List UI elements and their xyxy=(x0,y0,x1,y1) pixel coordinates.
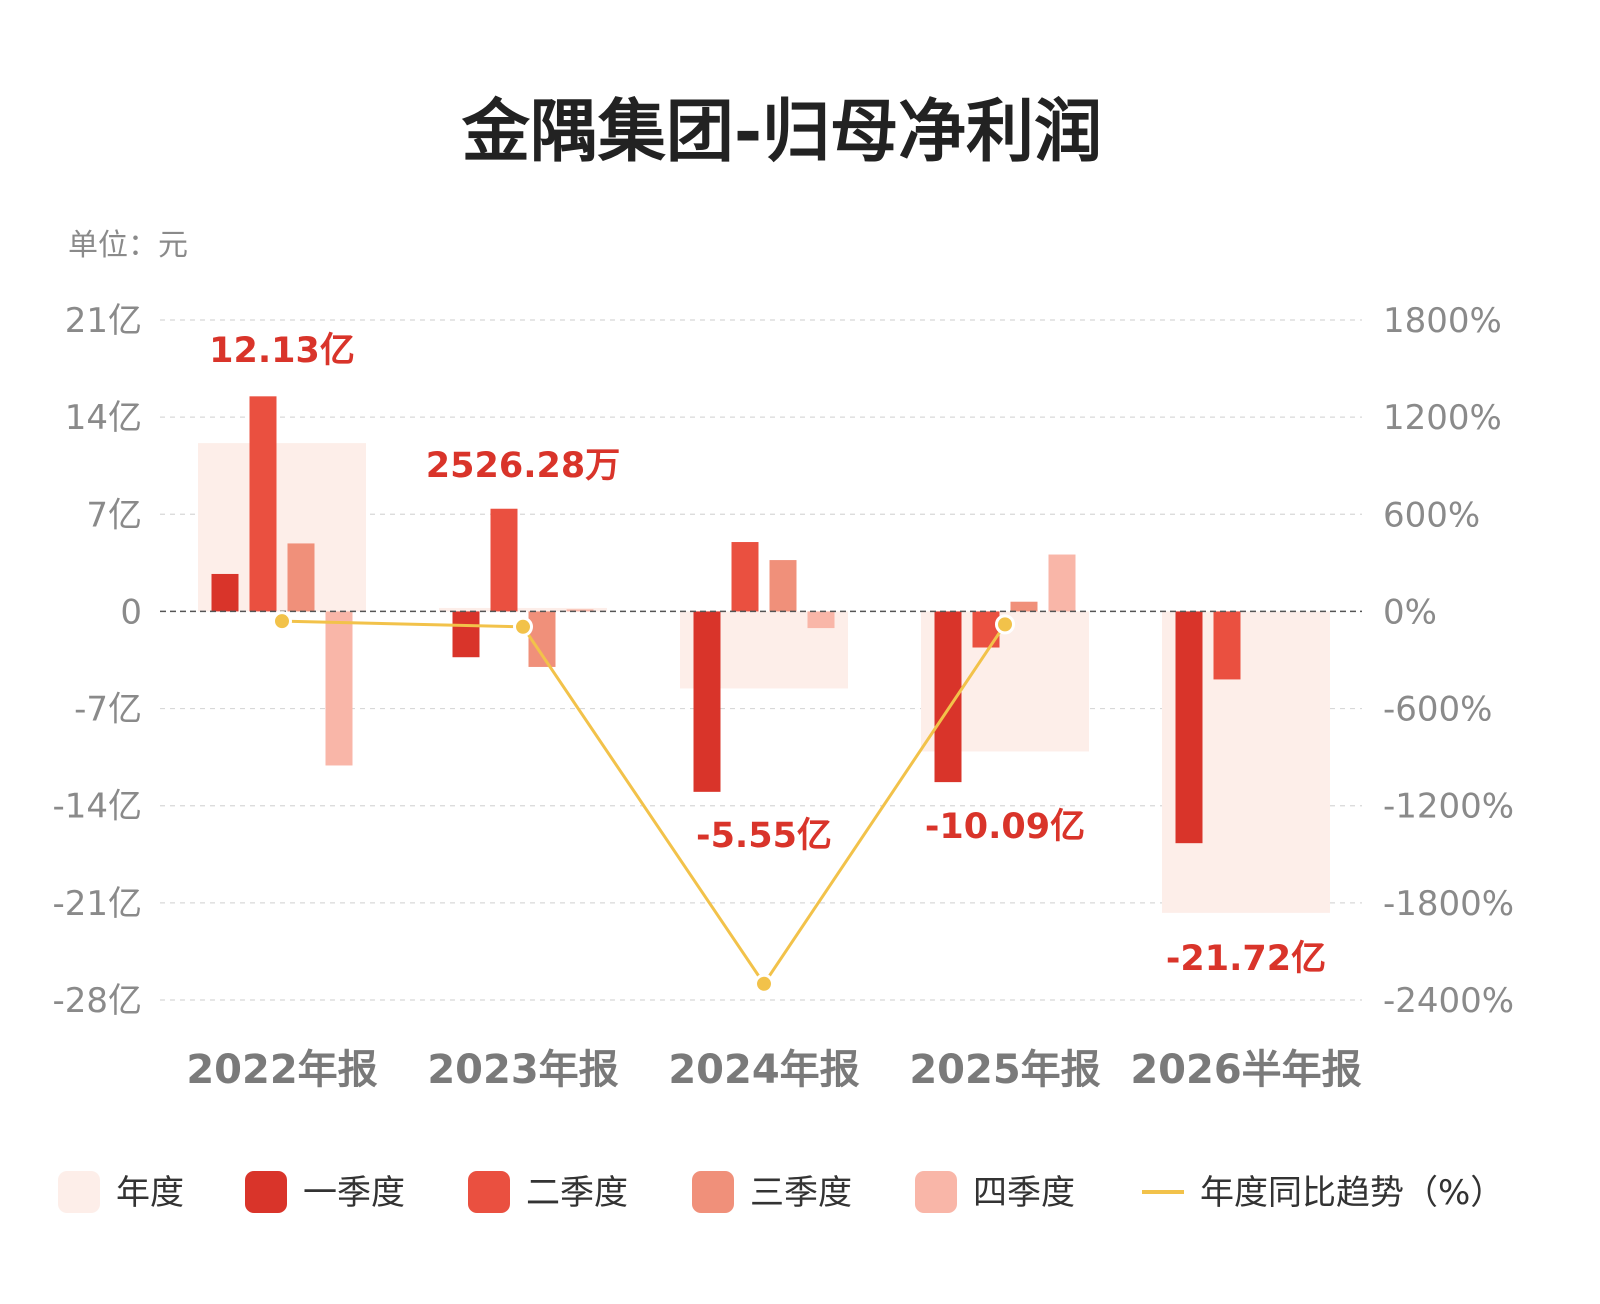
annual-box xyxy=(439,607,607,612)
legend-label: 二季度 xyxy=(526,1173,628,1213)
y-right-tick-label: 0% xyxy=(1383,592,1437,632)
bar-q4 xyxy=(566,609,594,612)
annual-value-label: -21.72亿 xyxy=(1166,939,1326,979)
legend-swatch xyxy=(58,1171,100,1213)
x-tick-label: 2025年报 xyxy=(909,1047,1100,1093)
legend-label: 一季度 xyxy=(303,1173,405,1213)
y-left-tick-label: 21亿 xyxy=(65,301,142,341)
y-right-tick-label: -2400% xyxy=(1383,981,1514,1021)
annual-value-label: -10.09亿 xyxy=(925,807,1085,847)
unit-label: 单位：元 xyxy=(68,228,188,263)
bar-q3 xyxy=(1010,601,1038,612)
bar-q2 xyxy=(249,396,277,612)
y-right-tick-label: 600% xyxy=(1383,495,1480,535)
annual-labels-group: 12.13亿 2526.28万 -5.55亿 -10.09亿 -21.72亿 xyxy=(209,331,1326,979)
y-left-tick-label: 14亿 xyxy=(65,398,142,438)
bar-q4 xyxy=(807,611,835,629)
y-right-tick-label: -1200% xyxy=(1383,787,1514,827)
legend-label: 四季度 xyxy=(973,1173,1075,1213)
x-tick-label: 2023年报 xyxy=(427,1047,618,1093)
bar-q3 xyxy=(287,543,315,612)
y-left-tick-label: -28亿 xyxy=(52,981,142,1021)
bar-q1 xyxy=(211,573,239,612)
chart-title: 金隅集团-归母净利润 xyxy=(461,93,1102,172)
y-right-tick-label: 1800% xyxy=(1383,301,1502,341)
x-tick-label: 2022年报 xyxy=(186,1047,377,1093)
y-left-tick-label: -14亿 xyxy=(52,787,142,827)
legend-swatch xyxy=(468,1171,510,1213)
y-left-tick-label: 7亿 xyxy=(86,495,142,535)
bar-q1 xyxy=(693,611,721,792)
legend-label: 年度 xyxy=(116,1173,184,1213)
y-right-tick-label: -1800% xyxy=(1383,884,1514,924)
bar-q1 xyxy=(452,611,480,658)
y-left-tick-label: -21亿 xyxy=(52,884,142,924)
bar-q4 xyxy=(325,611,353,766)
annual-value-label: -5.55亿 xyxy=(696,816,832,856)
y-left-tick-label: -7亿 xyxy=(74,690,142,730)
bar-q1 xyxy=(1175,611,1203,844)
trend-line-group xyxy=(272,611,1015,994)
bar-q2 xyxy=(972,611,1000,648)
trend-point xyxy=(754,973,774,994)
annual-value-label: 2526.28万 xyxy=(426,446,620,486)
trend-point xyxy=(513,616,533,637)
trend-point xyxy=(272,611,292,632)
bar-q4 xyxy=(1048,554,1076,612)
legend-group: 年度 一季度 二季度 三季度 四季度 年度同比趋势（%） xyxy=(58,1171,1504,1213)
bars-group xyxy=(211,396,1241,844)
axes-group: 21亿 14亿 7亿 0 -7亿 -14亿 -21亿 -28亿 1800% 1200% 600% 0%… xyxy=(52,301,1514,1093)
bar-q3 xyxy=(769,560,797,612)
legend-label: 三季度 xyxy=(750,1173,852,1213)
trend-point xyxy=(995,614,1015,635)
bar-q2 xyxy=(731,542,759,612)
legend-label: 年度同比趋势（%） xyxy=(1200,1173,1504,1213)
legend-swatch xyxy=(245,1171,287,1213)
legend-swatch xyxy=(915,1171,957,1213)
annual-value-label: 12.13亿 xyxy=(209,331,355,371)
y-right-tick-label: 1200% xyxy=(1383,398,1502,438)
y-right-tick-label: -600% xyxy=(1383,690,1492,730)
x-tick-label: 2024年报 xyxy=(668,1047,859,1093)
trend-line xyxy=(281,619,1007,987)
legend-swatch xyxy=(692,1171,734,1213)
y-left-tick-label: 0 xyxy=(120,592,142,632)
bar-q2 xyxy=(1213,611,1241,680)
x-tick-label: 2026半年报 xyxy=(1130,1047,1361,1093)
bar-q2 xyxy=(490,508,518,612)
